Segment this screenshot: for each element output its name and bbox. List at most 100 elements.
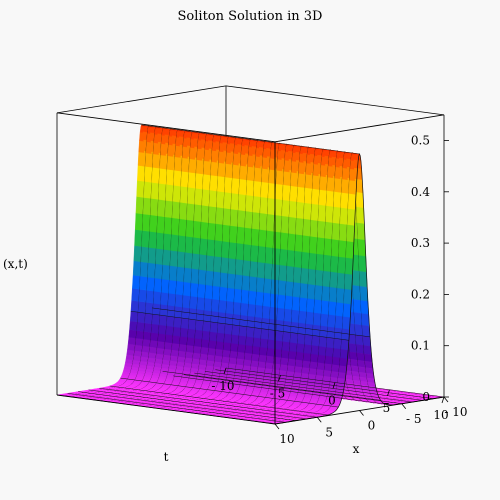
surface-patch <box>215 206 225 225</box>
surface-patch <box>246 326 255 338</box>
surface-patch <box>150 182 160 200</box>
surface-patch <box>249 276 258 292</box>
surface-patch <box>163 216 173 235</box>
surface-patch <box>151 167 161 184</box>
surface-patch <box>180 327 189 338</box>
surface-patch <box>228 357 238 365</box>
surface-patch <box>207 354 216 362</box>
surface-patch <box>272 362 281 371</box>
surface-patch <box>136 321 146 332</box>
surface-patch <box>200 346 210 355</box>
surface-patch <box>252 195 262 214</box>
surface-patch <box>278 264 288 282</box>
surface-patch <box>206 238 216 257</box>
surface-patch <box>142 197 152 216</box>
surface-patch <box>158 183 167 201</box>
surface-patch <box>216 175 226 193</box>
surface-patch <box>139 275 148 291</box>
surface-patch <box>251 353 260 362</box>
surface-patch <box>128 329 138 339</box>
surface-patch <box>275 330 284 342</box>
surface-patch <box>223 341 232 351</box>
surface-patch <box>208 339 217 350</box>
surface-patch <box>189 295 198 310</box>
surface-patch <box>186 203 195 221</box>
surface-patch <box>151 323 160 334</box>
surface-patch <box>176 266 185 283</box>
surface-patch <box>172 326 182 337</box>
surface-patch <box>255 291 265 306</box>
surface-patch <box>201 188 211 207</box>
surface-patch <box>269 306 278 320</box>
surface-patch <box>138 289 148 303</box>
surface-patch <box>186 337 196 347</box>
surface-patch <box>191 253 201 270</box>
surface-patch <box>130 300 140 313</box>
surface-patch <box>238 178 248 196</box>
surface-patch <box>231 334 240 345</box>
surface-patch <box>208 205 217 224</box>
surface-patch <box>193 203 203 222</box>
surface-patch <box>231 177 240 195</box>
surface-patch <box>201 339 210 349</box>
surface-patch <box>195 319 204 331</box>
surface-patch <box>142 213 151 232</box>
surface-patch <box>184 252 193 269</box>
surface-patch <box>181 306 191 320</box>
surface-patch <box>180 317 190 329</box>
surface-patch <box>226 287 236 303</box>
surface-patch <box>171 201 181 220</box>
surface-patch <box>143 322 153 333</box>
surface-patch <box>253 180 262 198</box>
surface-patch <box>262 305 271 320</box>
surface-patch <box>222 224 231 243</box>
surface-patch <box>251 228 260 247</box>
surface-patch <box>265 355 275 364</box>
surface-patch <box>178 218 187 237</box>
surface-patch <box>211 298 220 313</box>
surface-patch <box>272 247 281 266</box>
surface-patch <box>245 194 254 213</box>
surface-patch <box>198 269 207 286</box>
surface-patch <box>225 312 234 326</box>
surface-patch <box>222 349 231 358</box>
surface-patch <box>174 305 183 319</box>
surface-patch <box>201 204 210 223</box>
surface-patch <box>241 275 251 291</box>
surface-patch <box>137 311 146 324</box>
surface-patch <box>160 291 169 306</box>
surface-patch <box>170 234 180 252</box>
surface-patch <box>166 315 175 328</box>
surface-patch <box>231 324 241 336</box>
surface-patch <box>165 184 174 202</box>
surface-patch <box>173 169 182 187</box>
surface-patch <box>192 236 201 255</box>
surface-patch <box>136 180 145 198</box>
surface-patch <box>274 340 284 351</box>
surface-patch <box>260 328 270 340</box>
surface-patch <box>228 241 238 260</box>
surface-patch <box>194 187 203 206</box>
surface-patch <box>208 189 218 208</box>
surface-patch <box>156 215 166 234</box>
surface-patch <box>164 334 174 344</box>
surface-patch <box>280 232 289 251</box>
surface-patch <box>213 255 222 273</box>
surface-patch <box>267 197 276 216</box>
surface-patch <box>261 317 270 330</box>
surface-patch <box>152 303 161 316</box>
surface-patch <box>259 346 268 356</box>
surface-patch <box>172 335 181 345</box>
surface-patch <box>144 312 153 325</box>
surface-patch <box>238 325 248 337</box>
surface-patch <box>209 174 219 192</box>
surface-patch <box>173 316 183 328</box>
surface-patch <box>247 303 257 318</box>
surface-patch <box>131 288 140 302</box>
surface-patch <box>165 325 175 336</box>
surface-patch <box>135 330 145 340</box>
surface-patch <box>134 229 143 247</box>
surface-patch <box>129 320 138 331</box>
surface-patch <box>195 172 204 190</box>
